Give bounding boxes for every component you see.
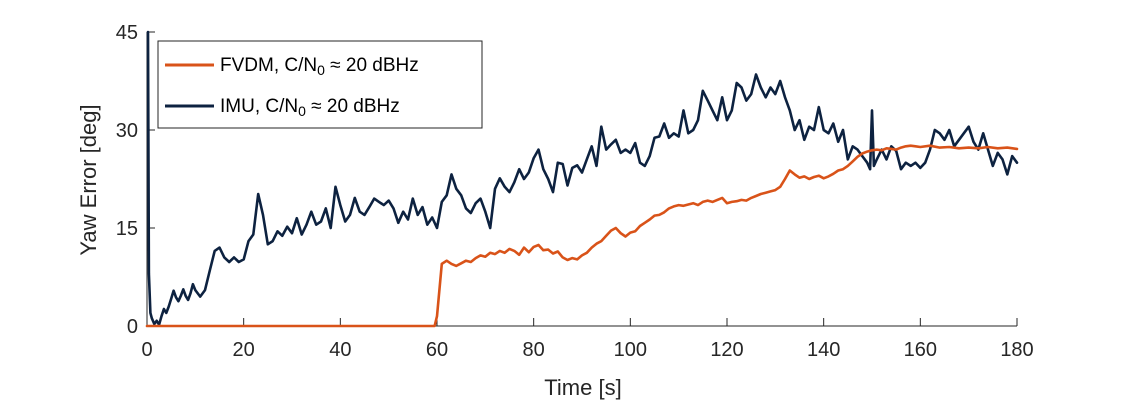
legend-label-fvdm: FVDM, C/N0 ≈ 20 dBHz [220, 55, 419, 78]
y-tick-label: 15 [116, 218, 138, 240]
x-axis-title: Time [s] [544, 375, 621, 400]
x-tick-label: 40 [329, 339, 351, 361]
y-tick-label: 45 [116, 22, 138, 44]
legend-label-fvdm-main: FVDM, C/N [220, 55, 317, 76]
axes: 0 20 40 60 80 100 120 140 160 180 0 15 30 45 [116, 22, 1034, 361]
x-tick-label: 120 [710, 339, 743, 361]
legend-label-imu-subscript: 0 [298, 103, 306, 119]
legend-label-fvdm-tail: ≈ 20 dBHz [325, 55, 419, 76]
series-line-imu [146, 30, 1019, 327]
x-tick-label: 180 [1000, 339, 1033, 361]
x-tick-label: 160 [904, 339, 937, 361]
series-line-fvdm [145, 144, 1019, 328]
legend-label-fvdm-subscript: 0 [317, 62, 325, 78]
x-tick-label: 0 [141, 339, 152, 361]
legend-label-imu-main: IMU, C/N [220, 96, 298, 117]
x-tick-label: 100 [614, 339, 647, 361]
x-tick-label: 20 [233, 339, 255, 361]
legend-box [157, 40, 483, 129]
x-tick-label: 80 [523, 339, 545, 361]
legend-label-imu-tail: ≈ 20 dBHz [306, 96, 400, 117]
series-lines [145, 30, 1019, 328]
y-tick-label: 30 [116, 120, 138, 142]
x-tick-label: 140 [807, 339, 840, 361]
x-tick-label: 60 [426, 339, 448, 361]
legend: FVDM, C/N0 ≈ 20 dBHz IMU, C/N0 ≈ 20 dBHz [157, 40, 483, 129]
y-tick-label: 0 [127, 316, 138, 338]
y-axis-title: Yaw Error [deg] [76, 104, 101, 255]
legend-label-imu: IMU, C/N0 ≈ 20 dBHz [220, 96, 400, 119]
